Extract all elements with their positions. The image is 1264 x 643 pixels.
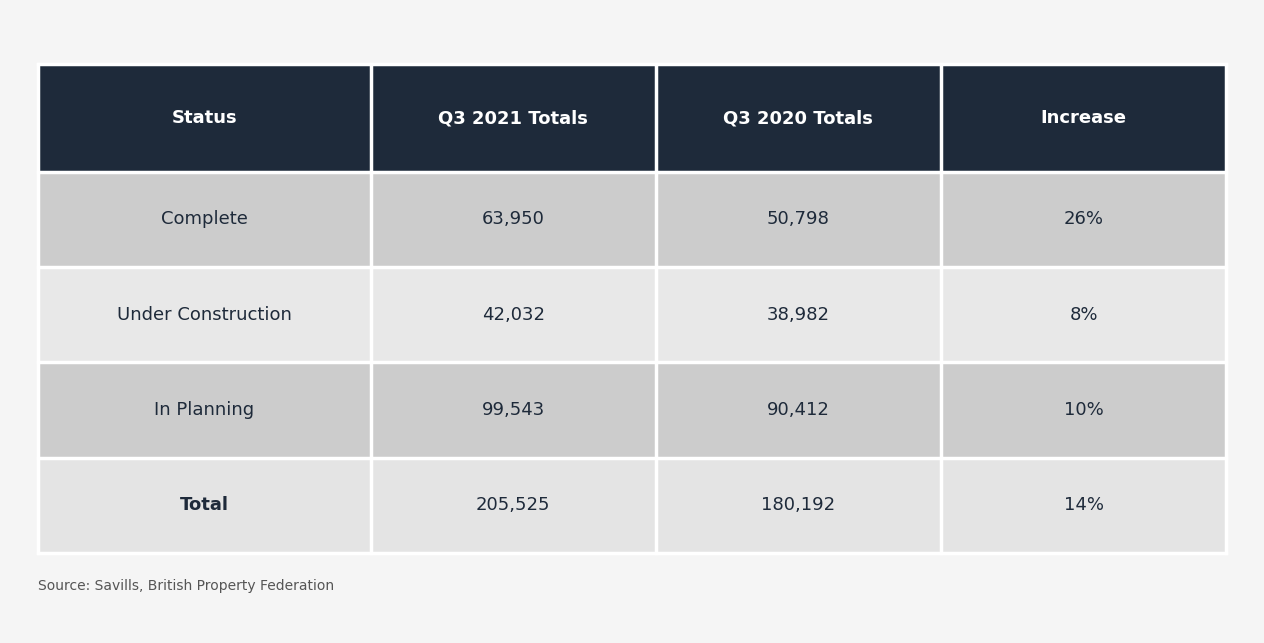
Bar [370, 64, 656, 172]
Text: 38,982: 38,982 [767, 306, 830, 323]
Bar [38, 267, 370, 363]
Bar [370, 267, 656, 363]
Text: Under Construction: Under Construction [116, 306, 292, 323]
Bar [940, 64, 1226, 172]
Text: 8%: 8% [1069, 306, 1097, 323]
Bar [940, 267, 1226, 363]
Text: Q3 2021 Totals: Q3 2021 Totals [439, 109, 588, 127]
Bar [656, 267, 940, 363]
Text: 42,032: 42,032 [482, 306, 545, 323]
Text: 50,798: 50,798 [767, 210, 829, 228]
Bar [656, 172, 940, 267]
Text: 26%: 26% [1063, 210, 1103, 228]
Text: 10%: 10% [1063, 401, 1103, 419]
Text: 180,192: 180,192 [761, 496, 836, 514]
Text: 90,412: 90,412 [767, 401, 829, 419]
Text: 14%: 14% [1063, 496, 1103, 514]
Bar [656, 363, 940, 458]
Bar [370, 458, 656, 553]
Text: 205,525: 205,525 [477, 496, 550, 514]
Text: In Planning: In Planning [154, 401, 254, 419]
Bar [38, 363, 370, 458]
Text: Status: Status [172, 109, 238, 127]
Bar [656, 64, 940, 172]
Bar [370, 172, 656, 267]
Bar [940, 172, 1226, 267]
Bar [38, 172, 370, 267]
Bar [38, 458, 370, 553]
Bar [38, 64, 370, 172]
Text: Q3 2020 Totals: Q3 2020 Totals [723, 109, 873, 127]
Text: 99,543: 99,543 [482, 401, 545, 419]
Text: Source: Savills, British Property Federation: Source: Savills, British Property Federa… [38, 579, 334, 593]
Bar [370, 363, 656, 458]
Bar [940, 458, 1226, 553]
Text: Complete: Complete [161, 210, 248, 228]
Text: Total: Total [179, 496, 229, 514]
Text: Increase: Increase [1040, 109, 1126, 127]
Text: 63,950: 63,950 [482, 210, 545, 228]
Bar [940, 363, 1226, 458]
Bar [656, 458, 940, 553]
